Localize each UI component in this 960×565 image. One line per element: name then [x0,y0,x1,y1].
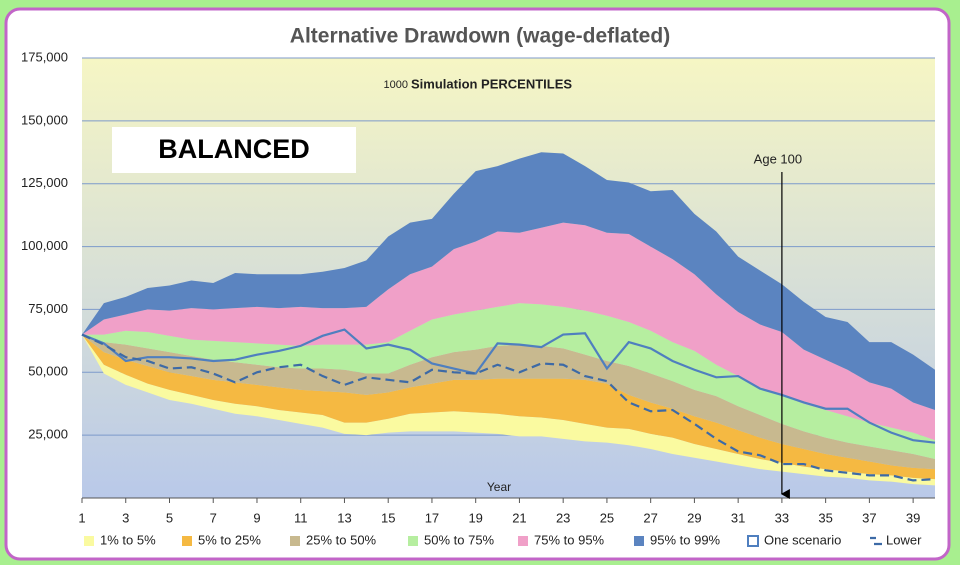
x-tick-label: 7 [210,510,217,525]
x-tick-label: 27 [643,510,657,525]
legend-label: 25% to 50% [306,532,377,547]
legend-label: 50% to 75% [424,532,495,547]
percentile-band [82,222,935,441]
y-tick-label: 75,000 [28,301,68,316]
percentile-band [82,152,935,411]
subtitle: Simulation PERCENTILES [411,76,572,91]
age-marker-label: Age 100 [754,151,802,166]
x-tick-label: 11 [294,510,308,525]
legend-label: 5% to 25% [198,532,261,547]
legend-swatch [408,536,418,546]
legend-label: One scenario [764,532,841,547]
x-tick-label: 37 [862,510,876,525]
legend-label: 95% to 99% [650,532,721,547]
legend-label: 75% to 95% [534,532,605,547]
x-tick-label: 19 [468,510,482,525]
x-tick-label: 29 [687,510,701,525]
label-box-text: BALANCED [158,134,310,164]
x-tick-label: 35 [818,510,832,525]
y-tick-label: 25,000 [28,427,68,442]
x-tick-label: 31 [731,510,745,525]
legend-swatch [290,536,300,546]
percentile-band [82,334,935,470]
legend-swatch [870,536,882,546]
scenario-line [81,333,936,482]
x-tick-label: 1 [78,510,85,525]
y-tick-label: 150,000 [21,112,68,127]
percentile-band [82,334,935,486]
y-tick-label: 50,000 [28,364,68,379]
scenario-line [81,328,936,444]
x-tick-label: 5 [166,510,173,525]
legend-swatch [84,536,94,546]
legend-swatch [182,536,192,546]
y-tick-label: 125,000 [21,175,68,190]
legend-swatch [634,536,644,546]
x-tick-label: 3 [122,510,129,525]
chart-title: Alternative Drawdown (wage-deflated) [290,25,670,48]
x-tick-label: 33 [775,510,789,525]
percentile-band [82,303,935,460]
x-tick-label: 25 [600,510,614,525]
legend-label: 1% to 5% [100,532,156,547]
legend-swatch [518,536,528,546]
x-tick-label: 23 [556,510,570,525]
x-axis-title: Year [487,480,511,494]
label-box [112,127,356,173]
y-tick-label: 175,000 [21,49,68,64]
subtitle-count: 1000 [384,79,408,91]
x-tick-label: 15 [381,510,395,525]
legend-label: Lower [886,532,922,547]
y-tick-label: 100,000 [21,238,68,253]
x-tick-label: 21 [512,510,526,525]
x-tick-label: 13 [337,510,351,525]
legend-swatch [747,535,759,547]
x-tick-label: 9 [253,510,260,525]
x-tick-label: 17 [425,510,439,525]
x-tick-label: 39 [906,510,920,525]
